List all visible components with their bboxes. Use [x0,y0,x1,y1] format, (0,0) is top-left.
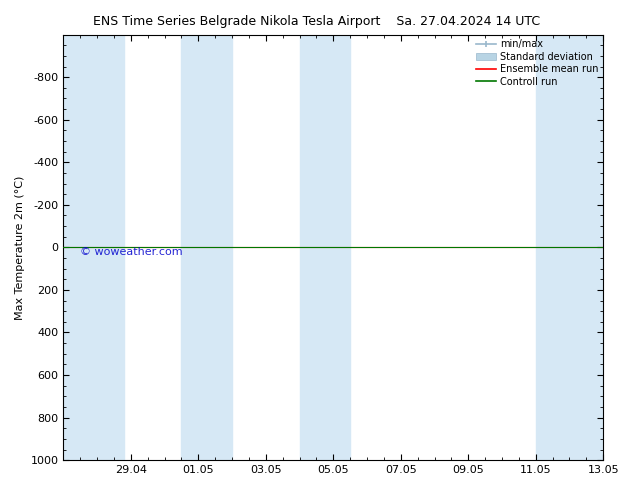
Bar [181,35,232,460]
Bar [300,35,350,460]
Bar [63,35,124,460]
Y-axis label: Max Temperature 2m (°C): Max Temperature 2m (°C) [15,175,25,319]
Text: © woweather.com: © woweather.com [80,247,182,257]
Legend: min/max, Standard deviation, Ensemble mean run, Controll run: min/max, Standard deviation, Ensemble me… [474,38,600,89]
Bar [536,35,603,460]
Text: ENS Time Series Belgrade Nikola Tesla Airport    Sa. 27.04.2024 14 UTC: ENS Time Series Belgrade Nikola Tesla Ai… [93,15,541,28]
